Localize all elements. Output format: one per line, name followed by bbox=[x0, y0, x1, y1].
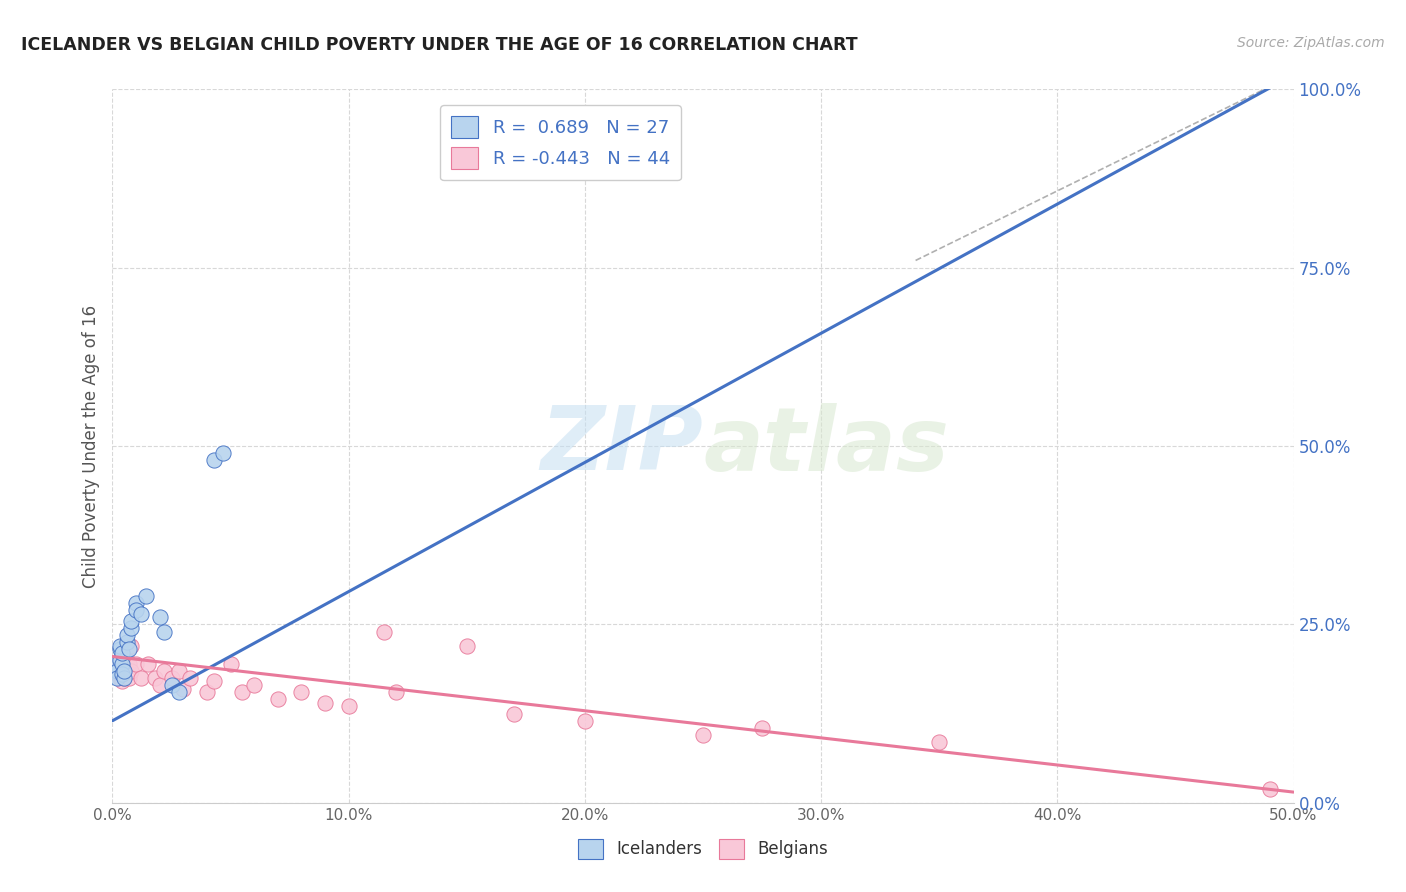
Point bbox=[104, 657, 127, 671]
Y-axis label: Child Poverty Under the Age of 16: Child Poverty Under the Age of 16 bbox=[82, 304, 100, 588]
Point bbox=[172, 681, 194, 696]
Point bbox=[267, 692, 290, 706]
Point bbox=[136, 657, 159, 671]
Point bbox=[111, 674, 134, 689]
Point bbox=[202, 674, 225, 689]
Point bbox=[149, 678, 172, 692]
Point bbox=[125, 596, 148, 610]
Point bbox=[456, 111, 478, 125]
Text: ZIP: ZIP bbox=[540, 402, 703, 490]
Point bbox=[125, 657, 148, 671]
Point bbox=[153, 624, 176, 639]
Point bbox=[385, 685, 408, 699]
Point bbox=[104, 657, 127, 671]
Text: Source: ZipAtlas.com: Source: ZipAtlas.com bbox=[1237, 36, 1385, 50]
Point bbox=[105, 664, 128, 678]
Point bbox=[108, 664, 131, 678]
Point bbox=[118, 657, 141, 671]
Point bbox=[167, 685, 190, 699]
Point bbox=[129, 607, 152, 621]
Point bbox=[108, 653, 131, 667]
Point bbox=[111, 664, 134, 678]
Point bbox=[928, 735, 950, 749]
Point bbox=[112, 660, 135, 674]
Point bbox=[111, 667, 134, 681]
Legend: Icelanders, Belgians: Icelanders, Belgians bbox=[571, 832, 835, 866]
Point bbox=[108, 671, 131, 685]
Point bbox=[195, 685, 218, 699]
Point bbox=[115, 653, 138, 667]
Text: ICELANDER VS BELGIAN CHILD POVERTY UNDER THE AGE OF 16 CORRELATION CHART: ICELANDER VS BELGIAN CHILD POVERTY UNDER… bbox=[21, 36, 858, 54]
Point bbox=[290, 685, 312, 699]
Text: atlas: atlas bbox=[703, 402, 949, 490]
Point bbox=[120, 614, 142, 628]
Point bbox=[115, 628, 138, 642]
Point bbox=[120, 639, 142, 653]
Point bbox=[120, 664, 142, 678]
Point bbox=[574, 714, 596, 728]
Point bbox=[111, 657, 134, 671]
Point bbox=[125, 603, 148, 617]
Point bbox=[1258, 781, 1281, 796]
Point bbox=[105, 660, 128, 674]
Point bbox=[160, 678, 183, 692]
Point bbox=[202, 453, 225, 467]
Point bbox=[118, 671, 141, 685]
Point bbox=[337, 699, 360, 714]
Point bbox=[692, 728, 714, 742]
Point bbox=[129, 671, 152, 685]
Point bbox=[751, 721, 773, 735]
Point bbox=[149, 610, 172, 624]
Point bbox=[456, 639, 478, 653]
Point bbox=[231, 685, 253, 699]
Point bbox=[212, 446, 235, 460]
Point bbox=[112, 664, 135, 678]
Point bbox=[143, 671, 166, 685]
Point bbox=[153, 664, 176, 678]
Point bbox=[135, 589, 157, 603]
Point bbox=[118, 642, 141, 657]
Point bbox=[167, 664, 190, 678]
Point bbox=[503, 706, 526, 721]
Point bbox=[160, 671, 183, 685]
Point bbox=[115, 664, 138, 678]
Point bbox=[111, 646, 134, 660]
Point bbox=[108, 642, 131, 657]
Point bbox=[243, 678, 266, 692]
Point bbox=[108, 653, 131, 667]
Point bbox=[373, 624, 395, 639]
Point bbox=[120, 621, 142, 635]
Point bbox=[112, 671, 135, 685]
Point bbox=[115, 635, 138, 649]
Point bbox=[179, 671, 201, 685]
Point bbox=[108, 639, 131, 653]
Point bbox=[219, 657, 242, 671]
Point bbox=[314, 696, 336, 710]
Point bbox=[105, 671, 128, 685]
Point bbox=[105, 667, 128, 681]
Point bbox=[112, 671, 135, 685]
